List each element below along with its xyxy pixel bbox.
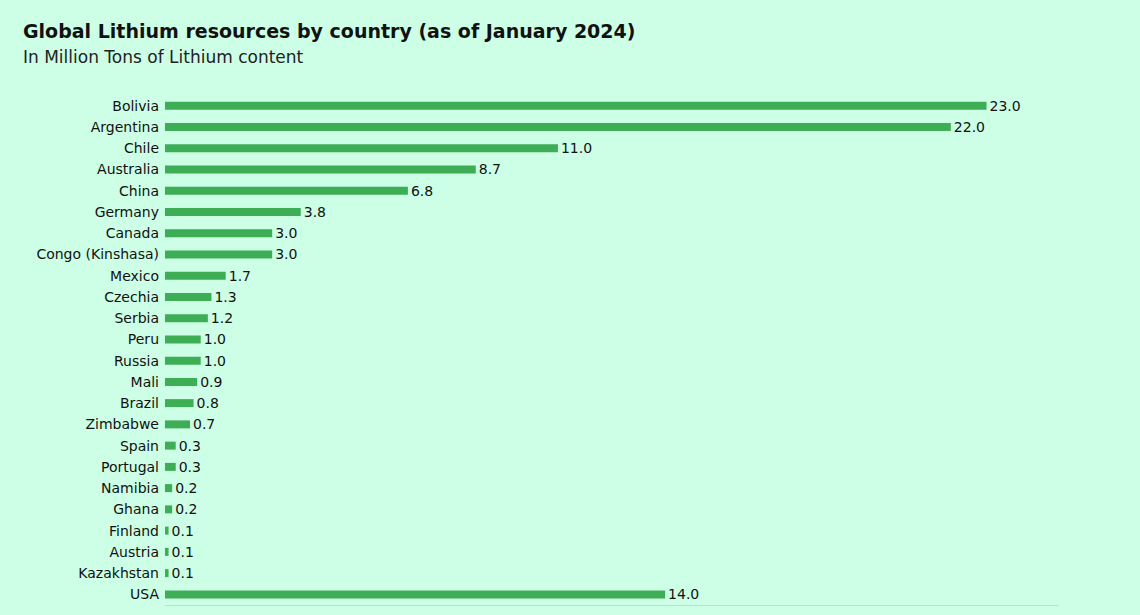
svg-text:Germany: Germany [95, 204, 159, 220]
svg-text:1.7: 1.7 [229, 268, 251, 284]
svg-text:Mali: Mali [131, 374, 159, 390]
svg-text:Australia: Australia [97, 161, 159, 177]
svg-text:0.1: 0.1 [172, 565, 194, 581]
svg-text:8.7: 8.7 [479, 161, 501, 177]
svg-text:Ghana: Ghana [113, 501, 159, 517]
svg-text:1.0: 1.0 [204, 331, 226, 347]
svg-text:0.1: 0.1 [172, 544, 194, 560]
svg-text:Austria: Austria [110, 544, 159, 560]
svg-text:Mexico: Mexico [110, 268, 159, 284]
svg-text:In Million Tons of Lithium con: In Million Tons of Lithium content [23, 47, 304, 67]
svg-text:11.0: 11.0 [561, 140, 592, 156]
svg-text:Kazakhstan: Kazakhstan [78, 565, 159, 581]
svg-text:Brazil: Brazil [120, 395, 159, 411]
svg-text:0.3: 0.3 [179, 459, 201, 475]
svg-text:0.7: 0.7 [193, 416, 215, 432]
svg-text:Spain: Spain [120, 438, 159, 454]
svg-text:0.2: 0.2 [175, 480, 197, 496]
svg-text:1.0: 1.0 [204, 353, 226, 369]
svg-text:Peru: Peru [128, 331, 159, 347]
svg-text:Portugal: Portugal [101, 459, 159, 475]
svg-text:3.0: 3.0 [275, 246, 297, 262]
svg-text:China: China [119, 183, 159, 199]
svg-text:3.0: 3.0 [275, 225, 297, 241]
svg-text:Finland: Finland [109, 523, 159, 539]
svg-text:1.2: 1.2 [211, 310, 233, 326]
svg-text:0.3: 0.3 [179, 438, 201, 454]
svg-text:Congo (Kinshasa): Congo (Kinshasa) [36, 246, 159, 262]
svg-text:Bolivia: Bolivia [112, 98, 159, 114]
svg-text:3.8: 3.8 [304, 204, 326, 220]
svg-text:23.0: 23.0 [990, 98, 1021, 114]
svg-text:Russia: Russia [114, 353, 159, 369]
svg-text:0.9: 0.9 [200, 374, 222, 390]
svg-text:Chile: Chile [124, 140, 159, 156]
svg-text:0.8: 0.8 [197, 395, 219, 411]
svg-text:USA: USA [130, 586, 159, 602]
svg-text:0.2: 0.2 [175, 501, 197, 517]
svg-text:Czechia: Czechia [104, 289, 159, 305]
svg-text:14.0: 14.0 [668, 586, 699, 602]
svg-text:22.0: 22.0 [954, 119, 985, 135]
svg-text:Canada: Canada [106, 225, 159, 241]
svg-text:Global Lithium resources by co: Global Lithium resources by country (as … [23, 20, 635, 42]
svg-text:1.3: 1.3 [214, 289, 236, 305]
svg-text:Zimbabwe: Zimbabwe [85, 416, 159, 432]
svg-text:0.1: 0.1 [172, 523, 194, 539]
svg-text:Namibia: Namibia [101, 480, 159, 496]
svg-text:6.8: 6.8 [411, 183, 433, 199]
svg-text:Serbia: Serbia [114, 310, 159, 326]
svg-text:Argentina: Argentina [91, 119, 159, 135]
